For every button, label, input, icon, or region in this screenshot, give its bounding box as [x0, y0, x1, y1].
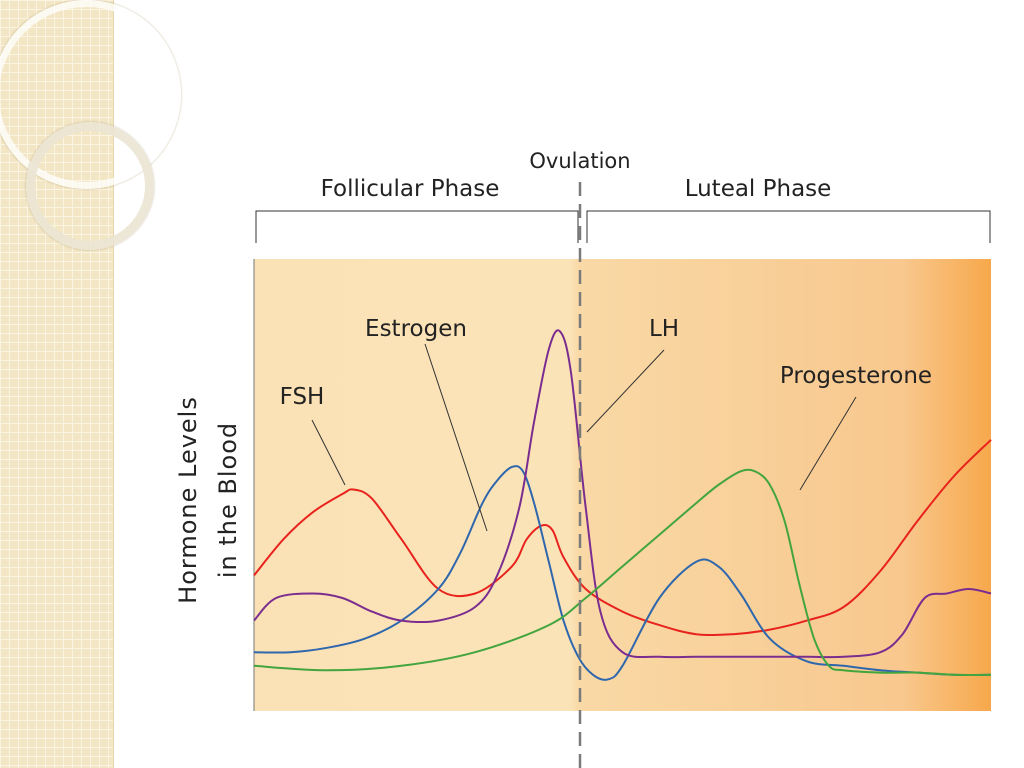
y-axis-label-line1: Hormone Levels	[174, 396, 202, 604]
plot-background	[254, 259, 991, 711]
luteal-phase-label: Luteal Phase	[685, 176, 832, 202]
series-line-fsh	[253, 439, 992, 637]
series-callouts	[311, 343, 857, 532]
series-label-lh: LH	[649, 316, 679, 342]
series-label-estrogen: Estrogen	[365, 316, 467, 342]
progesterone-callout-line	[799, 396, 857, 491]
luteal-phase-bracket	[586, 210, 991, 243]
fsh-callout-line	[311, 419, 346, 486]
follicular-phase-bracket	[255, 210, 579, 243]
series-line-lh	[253, 329, 992, 659]
follicular-phase-label: Follicular Phase	[321, 176, 500, 202]
series-label-fsh: FSH	[280, 384, 325, 410]
series-lines	[253, 329, 992, 681]
series-line-estrogen	[253, 465, 992, 681]
series-label-progesterone: Progesterone	[780, 363, 932, 389]
ovulation-label: Ovulation	[529, 149, 630, 173]
y-axis-label-line2: in the Blood	[214, 422, 242, 578]
decorative-ring-small	[26, 122, 154, 250]
lh-callout-line	[586, 349, 665, 433]
estrogen-callout-line	[424, 343, 488, 532]
series-line-progesterone	[253, 468, 992, 676]
